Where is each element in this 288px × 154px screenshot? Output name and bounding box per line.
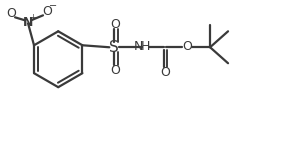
Text: H: H (141, 40, 150, 53)
Text: O: O (110, 64, 120, 77)
Text: −: − (49, 1, 57, 11)
Text: N: N (23, 16, 33, 29)
Text: O: O (42, 5, 52, 18)
Text: N: N (134, 40, 143, 53)
Text: O: O (182, 40, 192, 53)
Text: O: O (160, 66, 170, 79)
Text: O: O (110, 18, 120, 31)
Text: S: S (109, 40, 119, 55)
Text: +: + (29, 13, 36, 22)
Text: O: O (6, 7, 16, 20)
